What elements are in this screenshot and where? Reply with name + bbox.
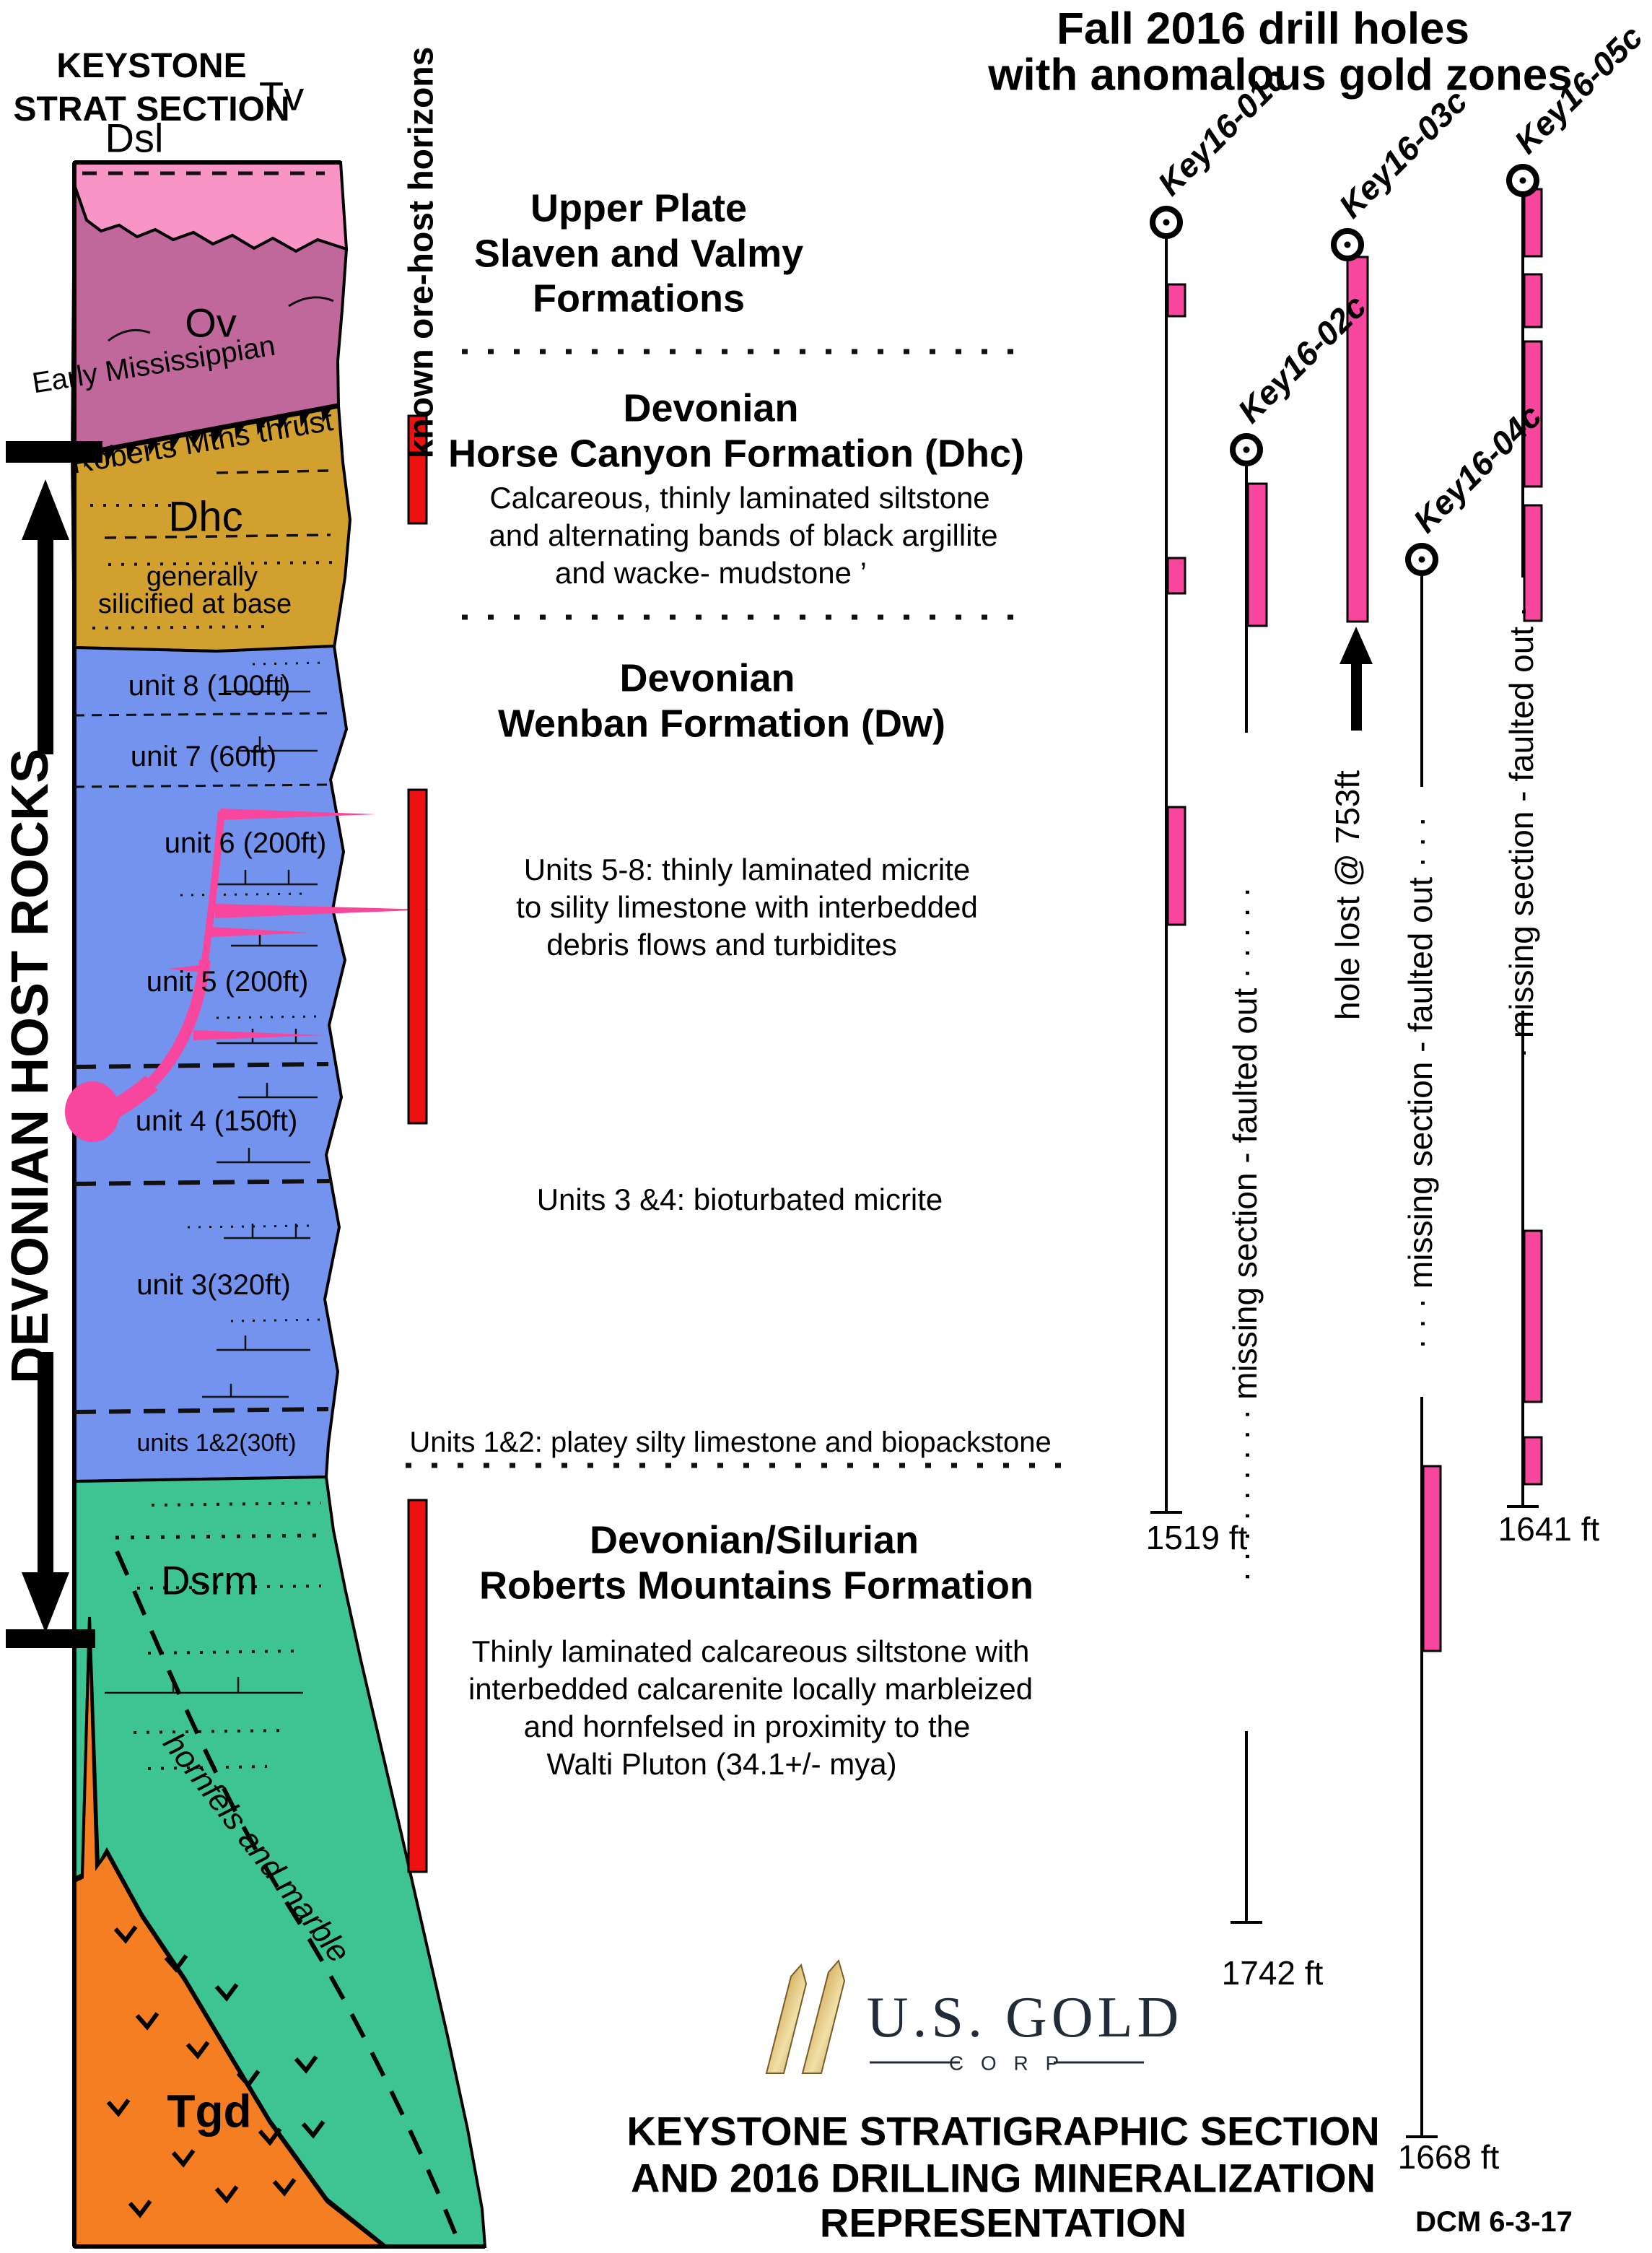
label-dsl: Dsl <box>105 115 164 161</box>
hole-note-key16-05c: · missing section - faulted out · <box>1503 606 1540 1059</box>
horse-canyon-era: Devonian <box>623 386 799 430</box>
devonian-host-rocks-label: DEVONIAN HOST ROCKS <box>1 748 59 1385</box>
roberts-desc4: Walti Pluton (34.1+/- mya) <box>546 1746 897 1781</box>
dike-intrusion <box>65 809 431 1142</box>
label-dhc-note1: generally <box>146 562 258 593</box>
label-dhc: Dhc <box>168 493 243 541</box>
label-tv: Tv <box>258 73 305 119</box>
horse-canyon-desc1: Calcareous, thinly laminated siltstone <box>489 480 990 515</box>
upper-plate-line2: Slaven and Valmy <box>473 232 804 276</box>
usgold-logo-text: U.S. GOLD <box>866 1986 1184 2049</box>
upper-plate-line1: Upper Plate <box>530 186 748 230</box>
footer-title-line2: AND 2016 DRILLING MINERALIZATION <box>631 2155 1376 2201</box>
unit-ov <box>70 184 349 458</box>
ore-bar-roberts <box>407 1499 428 1873</box>
drill-title-line2: with anomalous gold zones <box>988 50 1573 100</box>
lithology-patterns <box>74 171 340 1770</box>
hole-note-key16-02c: · · · · · · · · · missing section - faul… <box>1226 886 1264 1582</box>
label-unit5: unit 5 (200ft) <box>146 966 309 998</box>
label-unit8: unit 8 (100ft) <box>128 670 291 702</box>
usgold-corp-text: C O R P <box>948 2052 1065 2075</box>
hole-note-key16-04c: · · · missing section - faulted out · · … <box>1402 816 1439 1350</box>
horse-canyon-desc2: and alternating bands of black argillite <box>489 518 998 552</box>
ore-bar-wenban <box>407 788 428 1125</box>
intrusive-v-pattern <box>106 1925 325 2218</box>
roberts-desc3: and hornfelsed in proximity to the <box>523 1709 971 1743</box>
label-unit7: unit 7 (60ft) <box>130 741 277 772</box>
label-unit3: unit 3(320ft) <box>136 1269 291 1301</box>
footer-credit: DCM 6-3-17 <box>1415 2206 1573 2238</box>
roberts-era: Devonian/Silurian <box>589 1518 919 1562</box>
roberts-name: Roberts Mountains Formation <box>479 1564 1033 1608</box>
label-tgd: Tgd <box>167 2085 252 2137</box>
strat-column <box>65 160 487 2249</box>
horse-canyon-desc3: and wacke- mudstone ’ <box>555 555 867 590</box>
label-unit4: unit 4 (150ft) <box>135 1105 298 1137</box>
left-title-line2: STRAT SECTION <box>13 90 290 128</box>
hornfels-contact-line <box>115 1550 458 2236</box>
label-dhc-note2: silicified at base <box>97 589 292 620</box>
hole-key16-05c <box>1506 164 1543 1508</box>
usgold-logo-icon <box>765 1958 846 2074</box>
drill-title-line1: Fall 2016 drill holes <box>1056 4 1470 54</box>
wenban-desc1: Units 5-8: thinly laminated micrite <box>523 852 971 886</box>
left-title-line1: KEYSTONE <box>56 46 247 85</box>
hole-key16-04c <box>1405 543 1442 2138</box>
roberts-desc1: Thinly laminated calcareous siltstone wi… <box>471 1634 1030 1668</box>
horse-canyon-name: Horse Canyon Formation (Dhc) <box>447 432 1025 476</box>
wenban-desc3: debris flows and turbidites <box>546 927 897 962</box>
wenban-name: Wenban Formation (Dw) <box>498 702 945 746</box>
ore-bar-dhc <box>407 414 428 525</box>
depth-key16-02c: 1742 ft <box>1221 1953 1324 1992</box>
wenban-units34: Units 3 &4: bioturbated micrite <box>536 1182 943 1216</box>
roberts-thrust-line <box>71 403 339 468</box>
depth-key16-04c: 1668 ft <box>1397 2137 1500 2176</box>
label-dsrm: Dsrm <box>161 1557 258 1603</box>
label-ov: Ov <box>185 300 237 346</box>
depth-key16-05c: 1641 ft <box>1498 1509 1600 1548</box>
wenban-units12: Units 1&2: platey silty limestone and bi… <box>409 1426 1052 1458</box>
drill-holes <box>1150 164 1543 2138</box>
footer-title-line3: REPRESENTATION <box>819 2200 1187 2246</box>
label-units12: units 1&2(30ft) <box>136 1429 297 1457</box>
upper-plate-line3: Formations <box>532 276 746 321</box>
hole-key16-03c <box>1331 228 1373 731</box>
section-separators <box>406 349 1068 1468</box>
roberts-desc2: interbedded calcarenite locally marbleiz… <box>468 1671 1033 1706</box>
ore-host-bars <box>407 414 428 1873</box>
wenban-desc2: to sility limestone with interbedded <box>516 889 978 924</box>
depth-key16-01c: 1519 ft <box>1145 1518 1248 1556</box>
wenban-era: Devonian <box>619 656 795 700</box>
footer-title-line1: KEYSTONE STRATIGRAPHIC SECTION <box>626 2108 1380 2154</box>
hole-note-key16-03c: hole lost @ 753ft <box>1329 770 1366 1020</box>
ore-host-horizons-label: known ore-host horizons <box>402 46 441 459</box>
unit-wenban <box>73 644 349 1483</box>
devonian-bracket <box>6 441 102 1648</box>
hole-key16-02c <box>1230 433 1268 1924</box>
hole-key16-01c <box>1150 206 1186 1514</box>
label-unit6: unit 6 (200ft) <box>164 827 327 859</box>
